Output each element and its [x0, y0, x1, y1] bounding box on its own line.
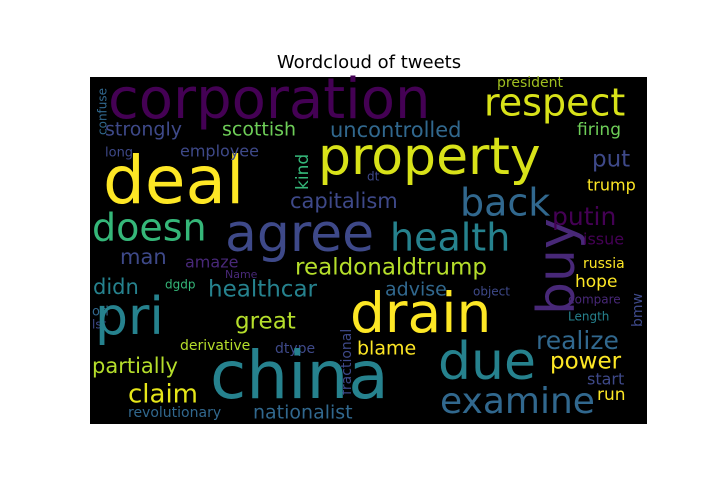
word: buy: [527, 218, 587, 315]
word: dt: [367, 170, 380, 184]
word: firing: [577, 120, 621, 140]
word: capitalism: [290, 189, 398, 213]
word: drain: [350, 281, 491, 345]
word: doesn: [92, 206, 207, 250]
word: dtype: [275, 341, 315, 357]
chart-title: Wordcloud of tweets: [277, 52, 461, 73]
word: claim: [128, 380, 198, 410]
word: deal: [103, 142, 244, 219]
word: partially: [92, 354, 178, 378]
word: ori: [92, 305, 109, 320]
word: advise: [385, 279, 447, 301]
word: hope: [575, 272, 617, 292]
word: amaze: [185, 253, 238, 272]
word: china: [210, 337, 389, 414]
word: Name: [225, 268, 258, 281]
word: putin: [552, 202, 616, 231]
word: fractional: [339, 329, 355, 395]
word: nationalist: [253, 402, 353, 424]
word: power: [550, 349, 622, 375]
word: scottish: [222, 119, 296, 141]
word: lst: [92, 318, 107, 332]
word: start: [587, 370, 624, 389]
word: russia: [583, 256, 625, 272]
word: blame: [357, 338, 416, 360]
word: strongly: [105, 119, 182, 141]
word: compare: [568, 293, 621, 307]
word: pri: [95, 287, 164, 347]
word: dgdp: [165, 278, 195, 292]
word: corporation: [108, 67, 431, 132]
word: due: [438, 332, 536, 392]
word: agree: [225, 204, 374, 264]
word: Length: [568, 310, 609, 324]
word: employee: [180, 142, 259, 161]
word: uncontrolled: [330, 118, 462, 142]
word: great: [235, 309, 296, 335]
word: president: [497, 75, 564, 91]
cloud-background: [90, 77, 647, 424]
word: put: [592, 147, 630, 173]
word: realdonaldtrump: [295, 255, 487, 281]
word: long: [105, 146, 133, 161]
word: run: [597, 385, 626, 405]
word: object: [473, 285, 510, 299]
word: healthcar: [208, 277, 318, 303]
word: respect: [484, 81, 625, 125]
word: man: [120, 245, 167, 269]
word: realize: [536, 326, 619, 355]
word: derivative: [180, 338, 250, 354]
word: back: [460, 181, 550, 225]
word: didn: [93, 275, 139, 299]
word: kind: [293, 154, 313, 190]
word: revolutionary: [128, 405, 221, 421]
word: issue: [583, 230, 624, 249]
word: health: [390, 216, 510, 260]
word: property: [318, 127, 541, 187]
word: trump: [587, 176, 636, 195]
word: bmw: [630, 293, 646, 327]
word: confuse: [96, 88, 110, 135]
word: examine: [440, 381, 595, 422]
